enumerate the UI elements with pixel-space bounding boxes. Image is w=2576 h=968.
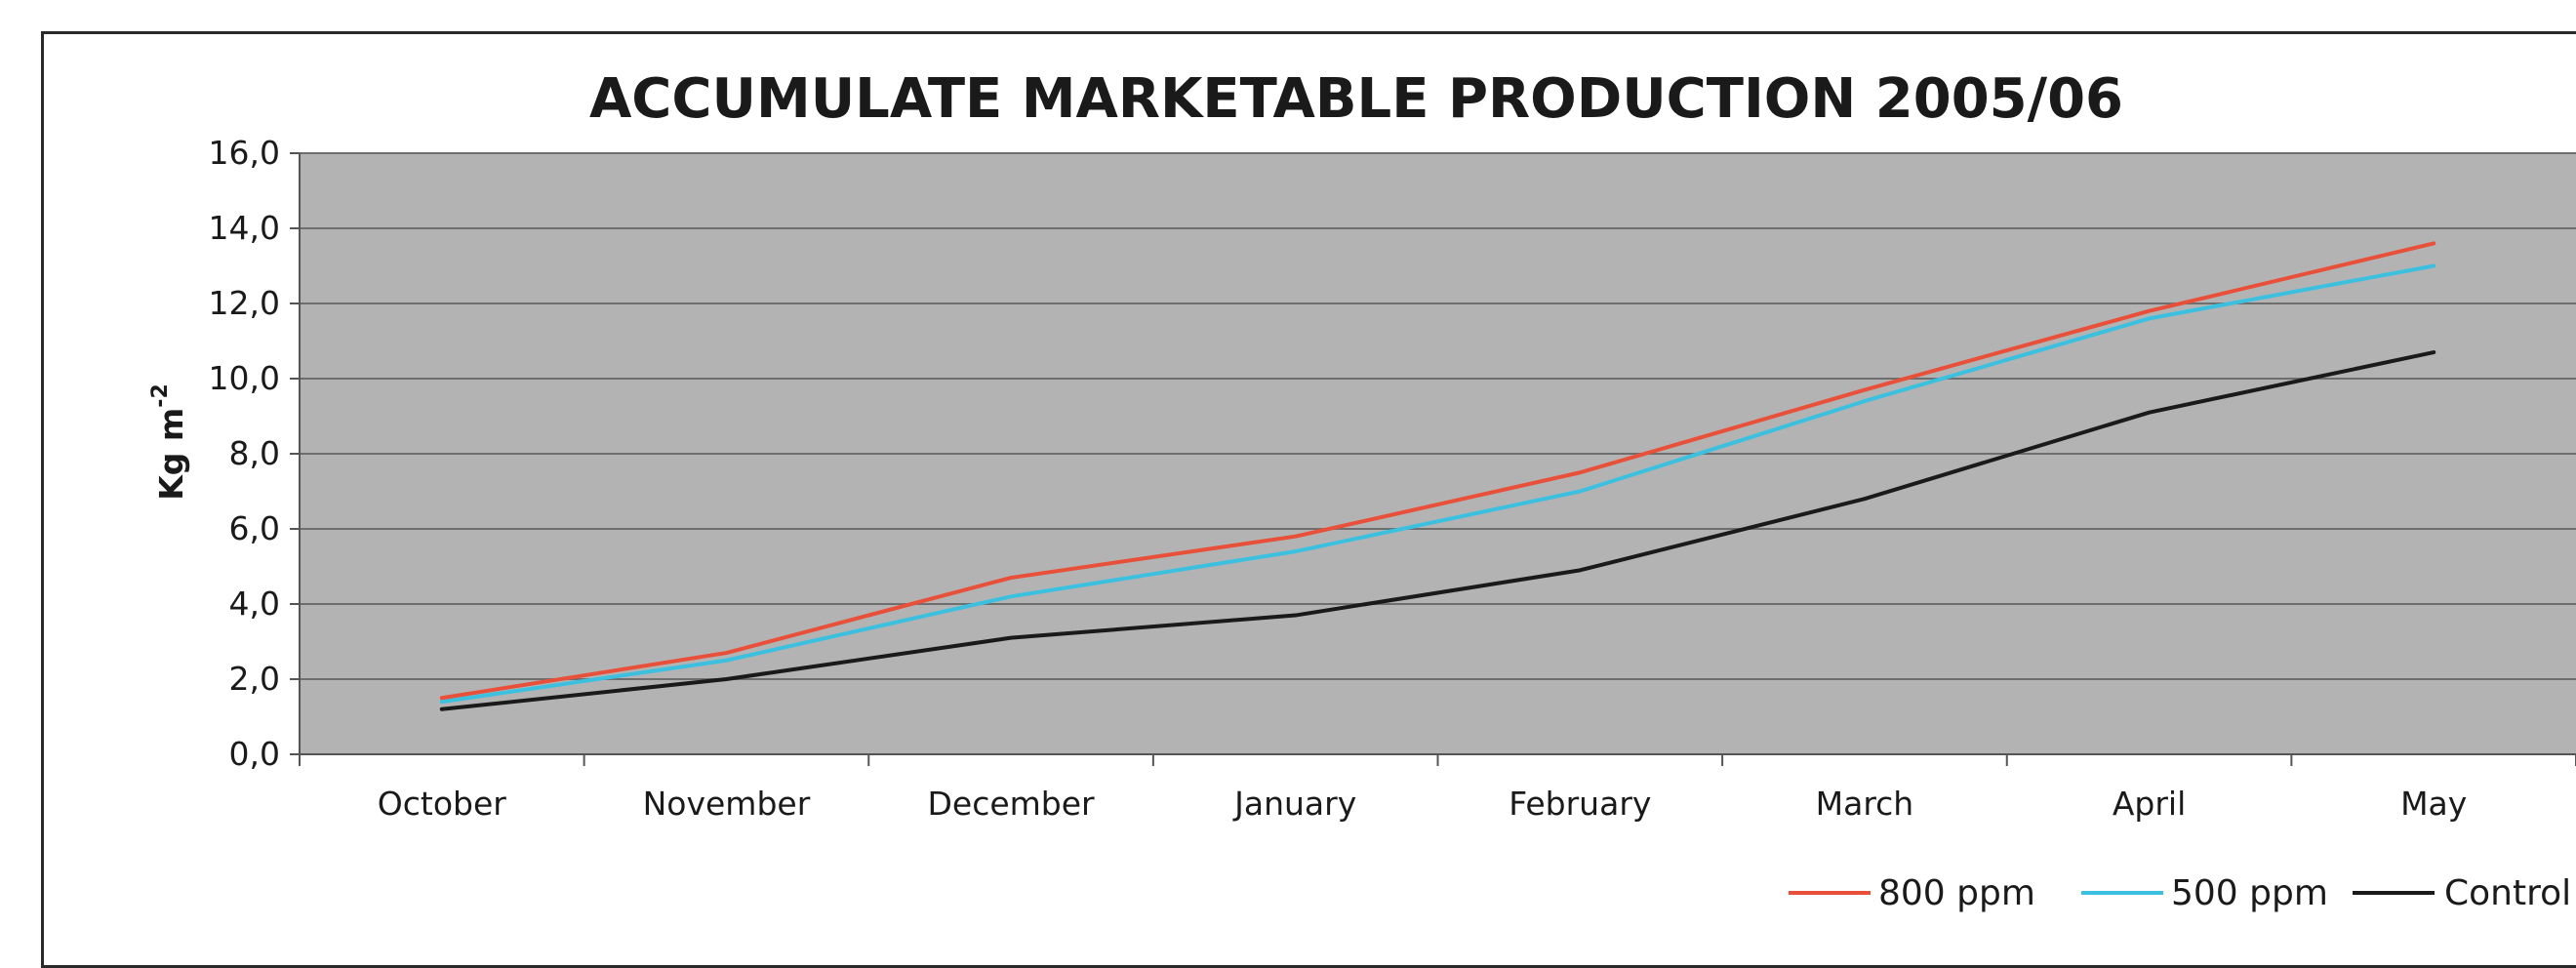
series-line-control: [439, 350, 2436, 711]
series-line-500-ppm: [439, 263, 2436, 705]
y-axis-label-exponent: -2: [148, 383, 173, 407]
x-tick-label: March: [1816, 785, 1914, 823]
y-axis-label-group: Kg m-2: [148, 383, 190, 501]
legend: 800 ppm 500 ppm Control: [1789, 873, 2571, 913]
y-tick-label: 2,0: [229, 660, 280, 698]
legend-label-500-ppm: 500 ppm: [2171, 873, 2328, 913]
x-tick-label: May: [2400, 785, 2467, 823]
y-tick-label: 0,0: [229, 735, 280, 773]
y-tick-label: 16,0: [209, 134, 280, 172]
y-axis-label: Kg m-2: [148, 383, 190, 501]
y-tick-label: 6,0: [229, 509, 280, 547]
y-tick-label: 14,0: [209, 209, 280, 247]
line-chart: ACCUMULATE MARKETABLE PRODUCTION 2005/06…: [148, 67, 2576, 913]
x-tick-label: November: [643, 785, 811, 823]
x-tick-label: April: [2113, 785, 2186, 823]
series-line-800-ppm: [439, 241, 2436, 701]
y-tick-label: 4,0: [229, 585, 280, 623]
plot-area: 0,0 2,0 4,0 6,0 8,0 10,0 12,0 14,0 16,0 October No…: [209, 134, 2576, 823]
legend-label-control: Control: [2444, 873, 2571, 913]
x-tick-label: January: [1232, 785, 1356, 823]
y-tick-label: 12,0: [209, 284, 280, 322]
y-axis-label-text: Kg m: [152, 408, 190, 501]
y-tick-label: 10,0: [209, 359, 280, 397]
x-tick-label: February: [1509, 785, 1651, 823]
y-tick-label: 8,0: [229, 434, 280, 472]
chart-title: ACCUMULATE MARKETABLE PRODUCTION 2005/06: [589, 67, 2123, 131]
x-tick-label: October: [378, 785, 506, 823]
legend-label-800-ppm: 800 ppm: [1878, 873, 2035, 913]
chart-frame: ACCUMULATE MARKETABLE PRODUCTION 2005/06…: [41, 31, 2576, 968]
x-tick-label: December: [928, 785, 1096, 823]
